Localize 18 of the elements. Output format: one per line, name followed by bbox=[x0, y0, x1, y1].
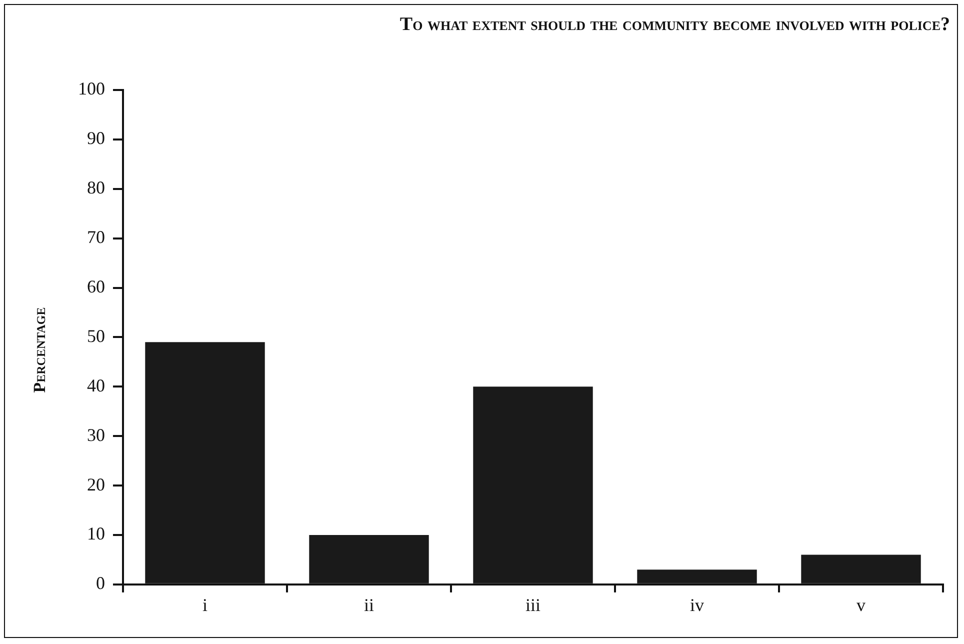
y-axis-title: Percentage bbox=[30, 307, 50, 393]
y-tick-label: 20 bbox=[87, 474, 105, 494]
y-tick-label: 30 bbox=[87, 424, 105, 445]
y-tick-label: 90 bbox=[87, 128, 105, 148]
x-tick-label: iii bbox=[525, 594, 541, 615]
x-tick-label: v bbox=[856, 594, 866, 615]
y-tick-label: 10 bbox=[87, 524, 105, 544]
y-tick-label: 70 bbox=[87, 227, 105, 248]
y-tick-label: 40 bbox=[87, 375, 105, 396]
y-tick-label: 50 bbox=[87, 326, 105, 346]
y-tick-label: 100 bbox=[78, 78, 105, 99]
y-tick-label: 0 bbox=[96, 573, 105, 594]
x-tick-label: iv bbox=[690, 594, 704, 615]
x-tick-label: i bbox=[202, 594, 208, 615]
y-tick-label: 80 bbox=[87, 178, 105, 198]
chart-title: To what extent should the community become involved with police? bbox=[400, 14, 950, 36]
y-tick-label: 60 bbox=[87, 276, 105, 296]
x-tick-label: ii bbox=[364, 594, 374, 615]
